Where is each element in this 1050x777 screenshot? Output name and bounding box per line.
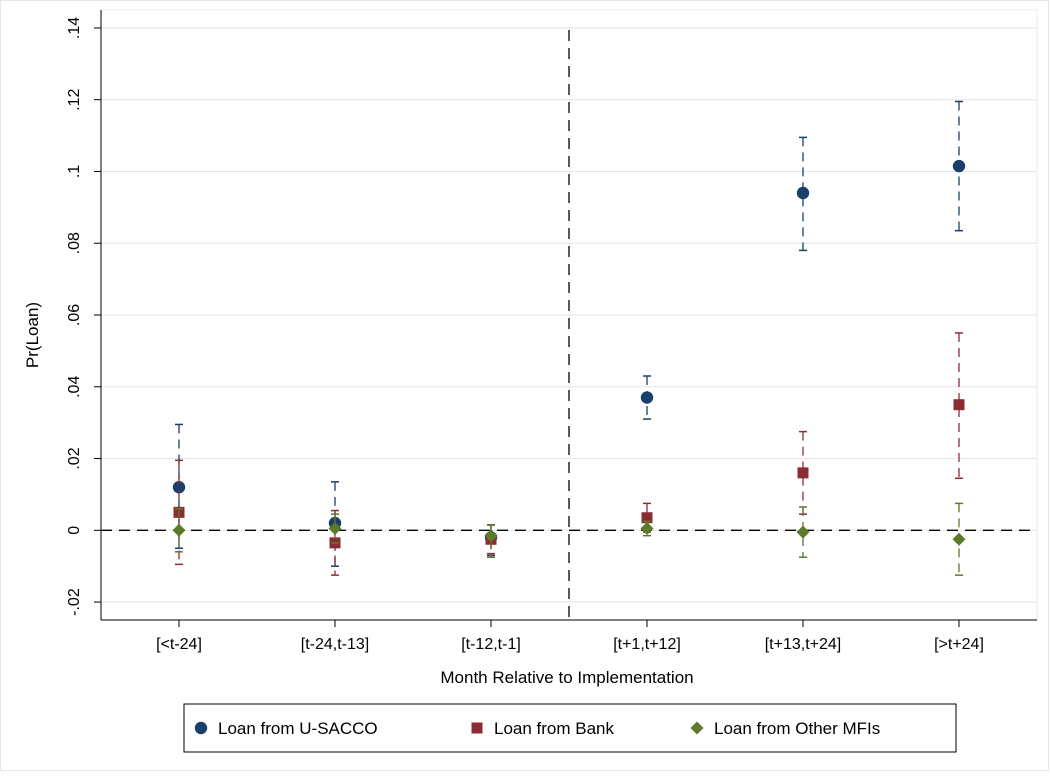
data-point [952,532,966,546]
data-point [797,467,809,479]
y-tick-label: 0 [66,526,83,535]
data-point [953,399,965,411]
legend-box [183,703,957,753]
y-tick-label: .1 [66,165,83,178]
data-point [796,525,810,539]
y-tick-label: .06 [66,304,83,326]
y-tick-label: .08 [66,232,83,254]
legend: Loan from U-SACCO Loan from Bank Loan from… [183,703,957,753]
data-point [952,159,966,173]
x-tick-label: [t-24,t-13] [301,636,369,653]
x-tick-label: [>t+24] [934,636,984,653]
data-point [484,529,498,543]
x-tick-label: [t-12,t-1] [461,636,521,653]
legend-key [690,721,704,735]
y-tick-label: .04 [66,376,83,398]
y-axis-label: Pr(Loan) [23,302,42,368]
y-tick-label: .02 [66,447,83,469]
legend-key [194,721,208,735]
legend-label: Loan from Other MFIs [714,719,880,738]
data-point [641,512,653,524]
reference-lines [101,30,1037,620]
y-tick-label: -.02 [66,588,83,616]
x-tick-label: [t+1,t+12] [613,636,681,653]
axes: -.02 0 .02 .04 .06 .08 .1 .12 .14 [<t-24] [t-24,t-… [66,9,1038,653]
data-point [640,522,654,535]
data-point [640,391,654,404]
data-point [172,481,186,494]
x-axis-label: Month Relative to Implementation [440,668,693,687]
data-point [172,523,186,537]
legend-label: Loan from Bank [494,719,615,738]
series-diamond [172,502,966,576]
data-point [328,522,342,535]
y-tick-label: .14 [66,17,83,39]
legend-label: Loan from U-SACCO [218,719,378,738]
data-layer [172,100,966,576]
data-point [796,186,810,200]
gridlines [101,27,1037,603]
legend-key [471,722,483,734]
y-tick-label: .12 [66,88,83,110]
x-tick-label: [<t-24] [156,636,202,653]
x-tick-label: [t+13,t+24] [765,636,842,653]
